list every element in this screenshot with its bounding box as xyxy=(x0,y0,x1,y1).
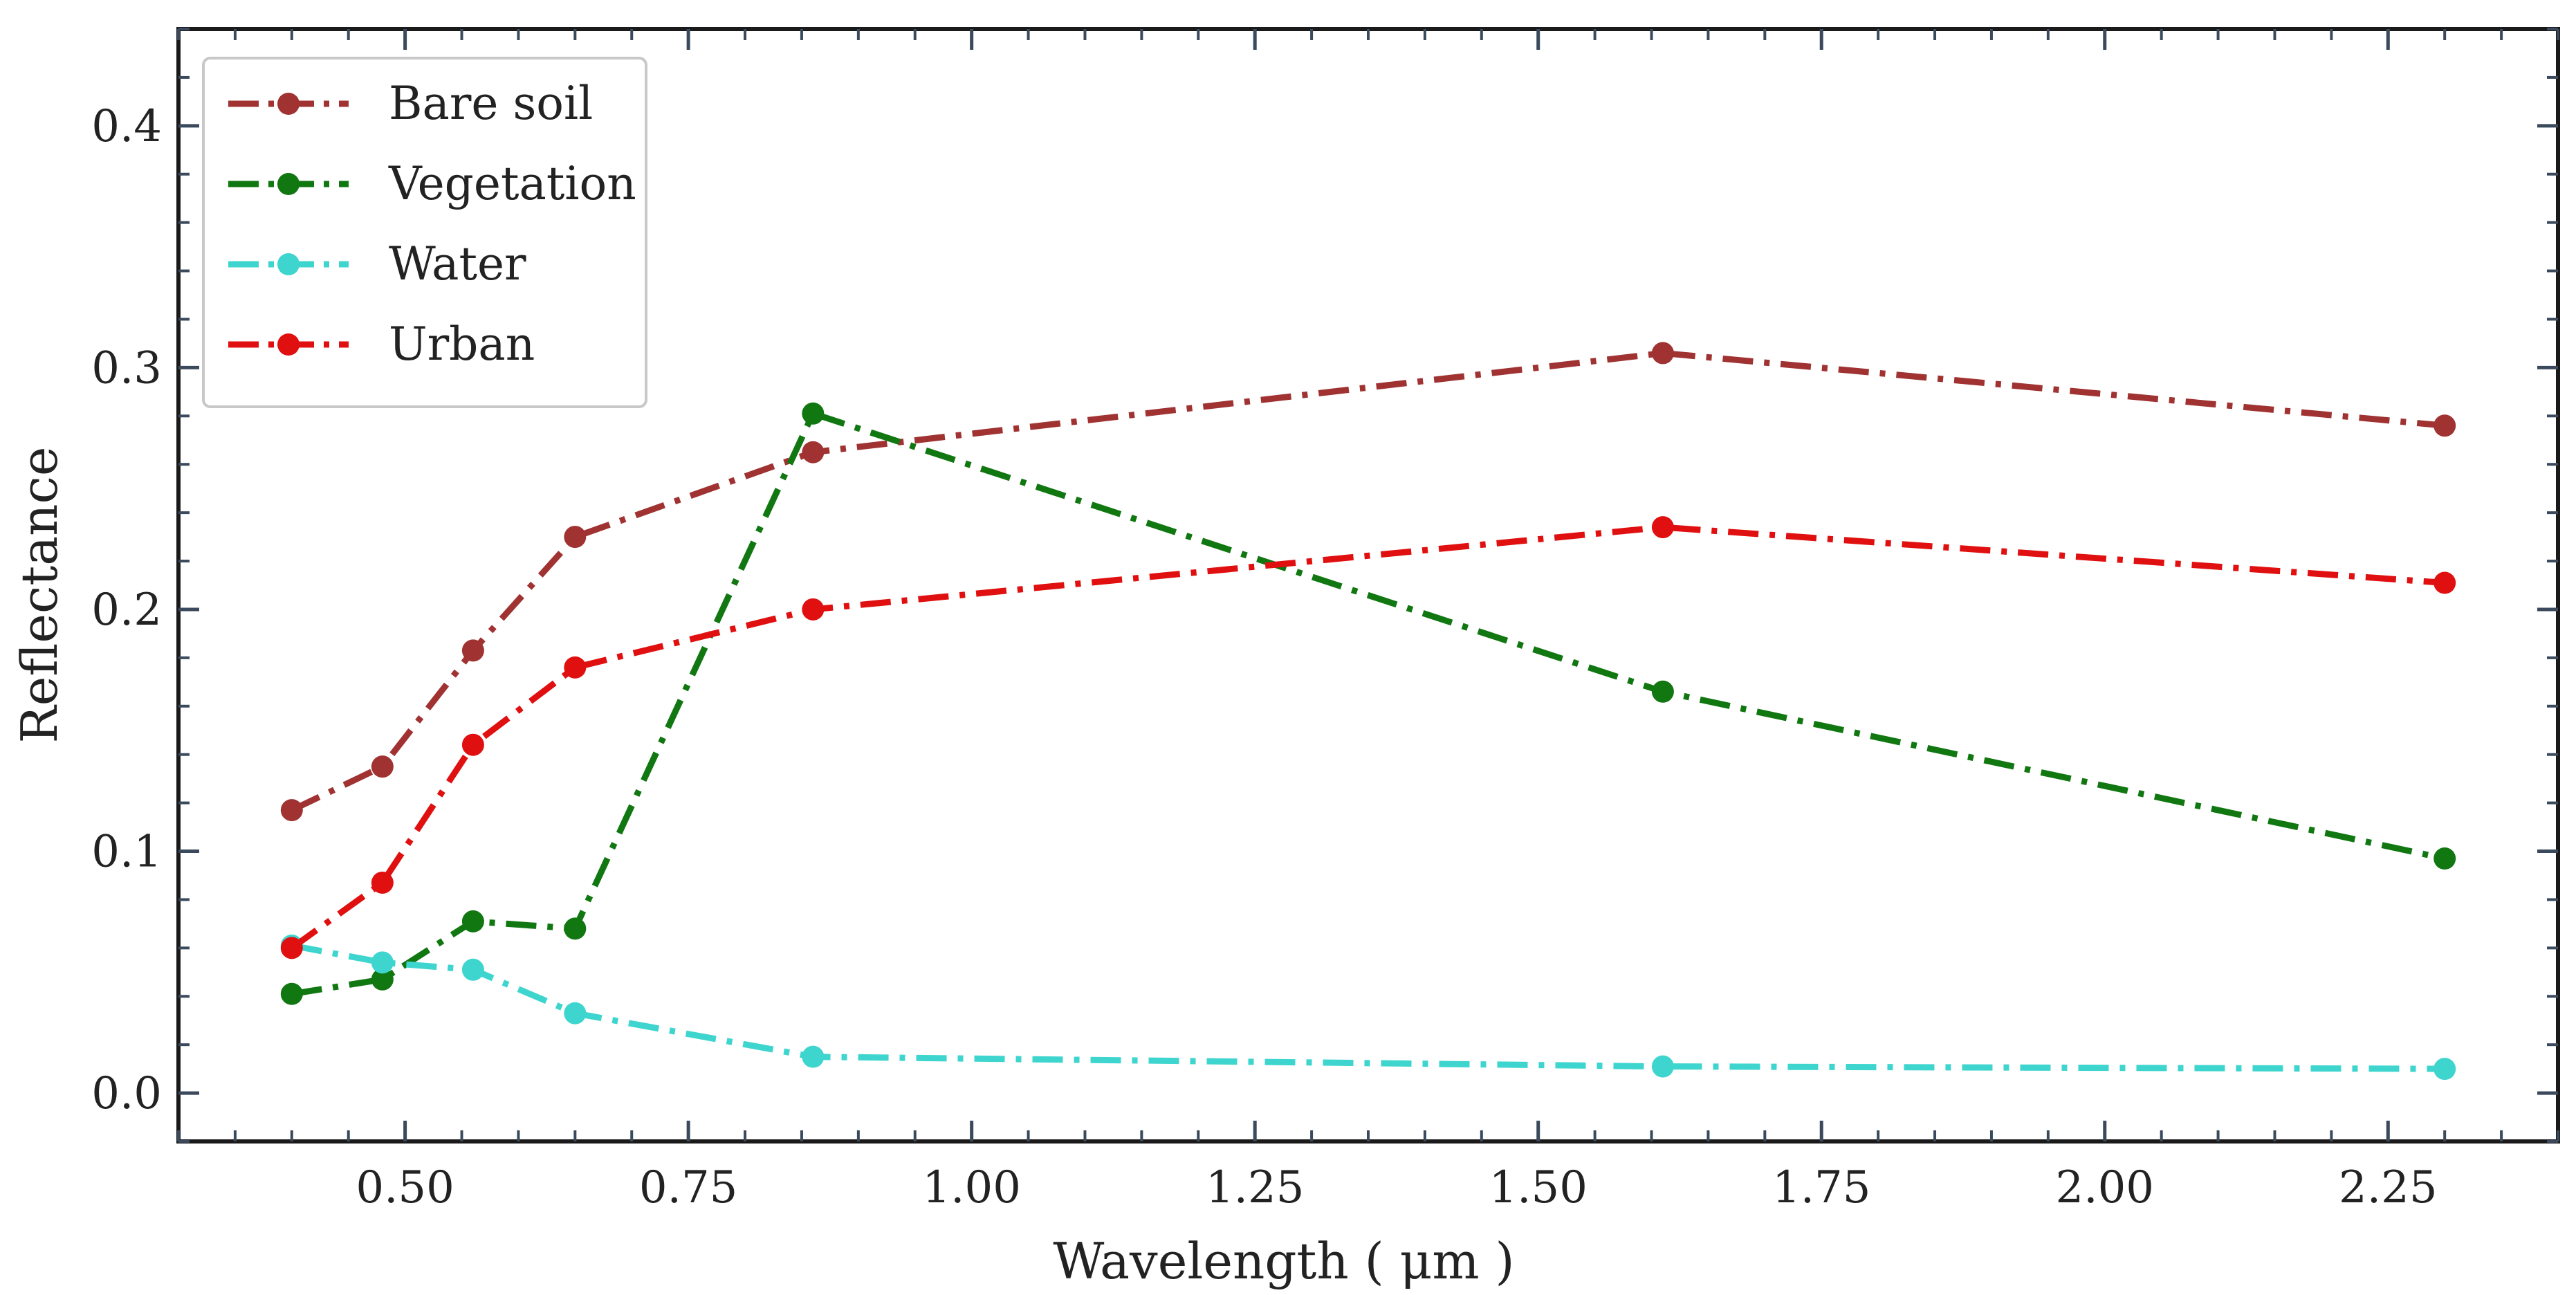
x-tick-label: 2.25 xyxy=(2339,1162,2438,1213)
y-axis-label: Reflectance xyxy=(10,447,68,744)
y-tick-label: 0.2 xyxy=(91,585,162,636)
data-point-bare-soil xyxy=(461,639,484,662)
data-point-urban xyxy=(280,937,303,959)
legend-marker-vegetation xyxy=(277,173,300,195)
x-tick-label: 1.75 xyxy=(1772,1162,1871,1213)
data-point-urban xyxy=(461,733,484,756)
data-point-urban xyxy=(2434,571,2456,594)
data-point-bare-soil xyxy=(2434,414,2456,437)
series-line-vegetation xyxy=(291,410,2446,998)
data-point-water xyxy=(371,951,394,974)
data-point-bare-soil xyxy=(1651,342,1674,365)
x-tick-label: 0.75 xyxy=(639,1162,738,1213)
x-tick-label: 1.00 xyxy=(922,1162,1021,1213)
data-point-vegetation xyxy=(2434,847,2456,870)
series-line-urban xyxy=(290,524,2445,950)
y-tick-label: 0.3 xyxy=(91,342,162,394)
x-tick-labels: 0.50 0.75 1.00 1.25 1.50 1.75 2.00 2.25 xyxy=(356,1162,2437,1213)
data-point-vegetation xyxy=(461,910,484,933)
legend-marker-water xyxy=(277,253,300,275)
y-tick-labels: 0.0 0.1 0.2 0.3 0.4 xyxy=(91,101,162,1119)
data-point-bare-soil xyxy=(371,755,394,778)
x-tick-label: 2.00 xyxy=(2056,1162,2155,1213)
data-point-bare-soil xyxy=(280,799,303,822)
x-tick-label: 0.50 xyxy=(356,1162,454,1213)
data-point-vegetation xyxy=(371,968,394,991)
data-point-vegetation xyxy=(564,917,587,940)
series-lines xyxy=(280,342,2456,1081)
legend-item-urban: Urban xyxy=(228,318,535,371)
series-water xyxy=(280,934,2456,1081)
y-tick-label: 0.1 xyxy=(91,827,162,878)
data-point-urban xyxy=(564,656,587,679)
series-vegetation xyxy=(280,402,2456,1005)
data-point-vegetation xyxy=(1651,680,1674,703)
legend-marker-urban xyxy=(277,333,300,356)
legend-item-water: Water xyxy=(228,237,526,291)
series-urban xyxy=(280,516,2456,959)
data-point-water xyxy=(1651,1055,1674,1078)
series-bare-soil xyxy=(280,342,2456,822)
data-point-vegetation xyxy=(280,982,303,1005)
data-point-water xyxy=(564,1002,587,1025)
y-tick-label: 0.0 xyxy=(91,1068,162,1119)
data-point-water xyxy=(2434,1058,2456,1081)
series-line-bare-soil xyxy=(290,349,2445,814)
legend-label-vegetation: Vegetation xyxy=(388,157,636,210)
data-point-bare-soil xyxy=(564,526,587,549)
legend-label-water: Water xyxy=(389,237,526,291)
data-point-bare-soil xyxy=(802,441,825,463)
legend-item-vegetation: Vegetation xyxy=(228,157,636,210)
legend-marker-bare-soil xyxy=(277,93,300,115)
legend-label-bare-soil: Bare soil xyxy=(389,77,593,130)
legend-item-bare-soil: Bare soil xyxy=(228,77,593,130)
y-tick-label: 0.4 xyxy=(91,101,162,152)
x-tick-label: 1.50 xyxy=(1489,1162,1588,1213)
legend: Bare soil Vegetation Water Urban xyxy=(202,57,647,408)
x-tick-label: 1.25 xyxy=(1206,1162,1305,1213)
axis-ticks xyxy=(177,28,2559,1143)
data-point-urban xyxy=(1651,516,1674,539)
data-point-water xyxy=(461,958,484,981)
data-point-water xyxy=(802,1045,825,1068)
x-axis-label: Wavelength ( μm ) xyxy=(1053,1232,1514,1290)
data-point-urban xyxy=(802,598,825,621)
legend-label-urban: Urban xyxy=(389,318,535,371)
legend-box xyxy=(202,57,647,408)
series-line-water xyxy=(291,942,2445,1072)
data-point-urban xyxy=(371,871,394,894)
data-point-vegetation xyxy=(802,402,825,425)
